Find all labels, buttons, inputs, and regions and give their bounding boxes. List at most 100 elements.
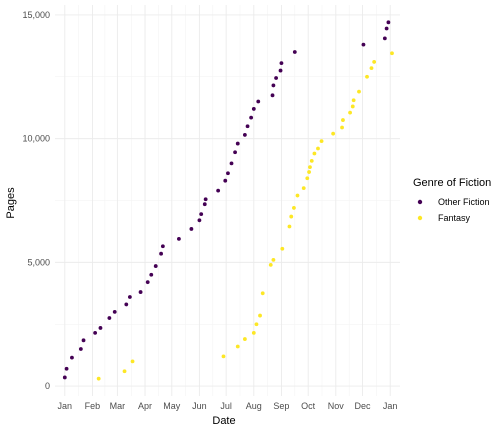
data-point: [93, 330, 98, 335]
x-tick-label: Jun: [192, 401, 207, 411]
data-point: [292, 50, 297, 54]
data-point: [340, 125, 344, 130]
x-tick-label: Jan: [58, 401, 73, 411]
data-points: [62, 20, 394, 381]
data-point: [235, 141, 240, 146]
y-axis-title: Pages: [5, 187, 17, 219]
data-point: [331, 131, 336, 136]
x-tick-label: Oct: [301, 401, 316, 411]
data-point: [159, 251, 163, 256]
data-point: [78, 347, 83, 351]
data-point: [124, 302, 129, 307]
data-point: [319, 139, 324, 144]
data-point: [160, 244, 165, 249]
data-point: [279, 61, 284, 66]
data-point: [271, 83, 276, 88]
data-point: [202, 202, 207, 207]
data-point: [382, 36, 387, 41]
data-point: [226, 171, 230, 176]
y-tick-label: 0: [45, 381, 50, 391]
x-tick-label: Jul: [220, 401, 232, 411]
data-point: [308, 165, 312, 169]
data-point: [305, 176, 310, 181]
x-tick-label: Jan: [383, 401, 398, 411]
series-fantasy: [96, 51, 394, 381]
data-point: [127, 295, 132, 299]
x-tick-label: Mar: [110, 401, 126, 411]
data-point: [130, 359, 135, 364]
legend-label-fantasy: Fantasy: [438, 213, 471, 223]
data-point: [312, 151, 317, 156]
data-point: [268, 262, 273, 267]
data-point: [256, 99, 261, 104]
data-point: [384, 26, 389, 31]
data-point: [357, 89, 361, 94]
data-point: [292, 206, 296, 210]
data-point: [229, 161, 234, 166]
data-point: [278, 68, 283, 73]
data-point: [189, 227, 194, 231]
data-point: [372, 60, 377, 64]
data-point: [149, 272, 154, 277]
data-point: [233, 150, 237, 155]
series-other-fiction: [62, 20, 391, 380]
x-tick-label: May: [163, 401, 181, 411]
data-point: [254, 322, 259, 327]
data-point: [249, 115, 254, 120]
grid-minor: [55, 5, 400, 396]
data-point: [245, 124, 250, 129]
data-point: [64, 366, 69, 371]
data-point: [177, 236, 181, 241]
data-point: [62, 375, 67, 380]
data-point: [369, 66, 374, 71]
x-tick-label: Feb: [85, 401, 101, 411]
data-point: [287, 224, 292, 229]
data-point: [153, 264, 158, 268]
data-point: [295, 193, 300, 198]
data-point: [251, 330, 256, 335]
data-point: [203, 197, 208, 202]
x-tick-label: Apr: [138, 401, 152, 411]
x-tick-label: Dec: [355, 401, 372, 411]
grid-major: [55, 5, 400, 396]
data-point: [341, 118, 345, 122]
legend-key-other-fiction: [417, 199, 423, 205]
data-point: [138, 290, 143, 294]
x-tick-label: Nov: [328, 401, 345, 411]
y-axis-ticks: 0 5,000 10,000 15,000: [22, 10, 50, 391]
data-point: [112, 309, 117, 314]
data-point: [301, 186, 306, 191]
data-point: [386, 20, 391, 25]
y-tick-label: 5,000: [27, 257, 50, 267]
data-point: [145, 280, 150, 285]
data-point: [199, 212, 204, 217]
data-point: [251, 107, 256, 111]
legend-key-fantasy: [417, 215, 423, 221]
data-point: [258, 313, 262, 318]
data-point: [235, 344, 240, 349]
data-point: [351, 98, 356, 103]
x-axis-title: Date: [212, 415, 235, 427]
data-point: [96, 376, 101, 381]
data-point: [122, 369, 127, 374]
data-point: [271, 257, 276, 262]
legend: Genre of Fiction Other Fiction Fantasy: [413, 177, 491, 223]
data-point: [242, 337, 247, 341]
data-point: [260, 291, 265, 296]
data-point: [289, 214, 294, 219]
data-point: [98, 326, 103, 330]
data-point: [361, 42, 366, 47]
data-point: [221, 354, 226, 359]
data-point: [316, 146, 320, 151]
data-point: [242, 133, 247, 137]
data-point: [309, 159, 314, 163]
y-tick-label: 15,000: [22, 10, 50, 20]
data-point: [107, 316, 112, 320]
data-point: [197, 218, 202, 223]
data-point: [365, 74, 369, 79]
data-point: [70, 355, 74, 360]
x-tick-label: Sep: [273, 401, 289, 411]
data-point: [274, 76, 278, 80]
